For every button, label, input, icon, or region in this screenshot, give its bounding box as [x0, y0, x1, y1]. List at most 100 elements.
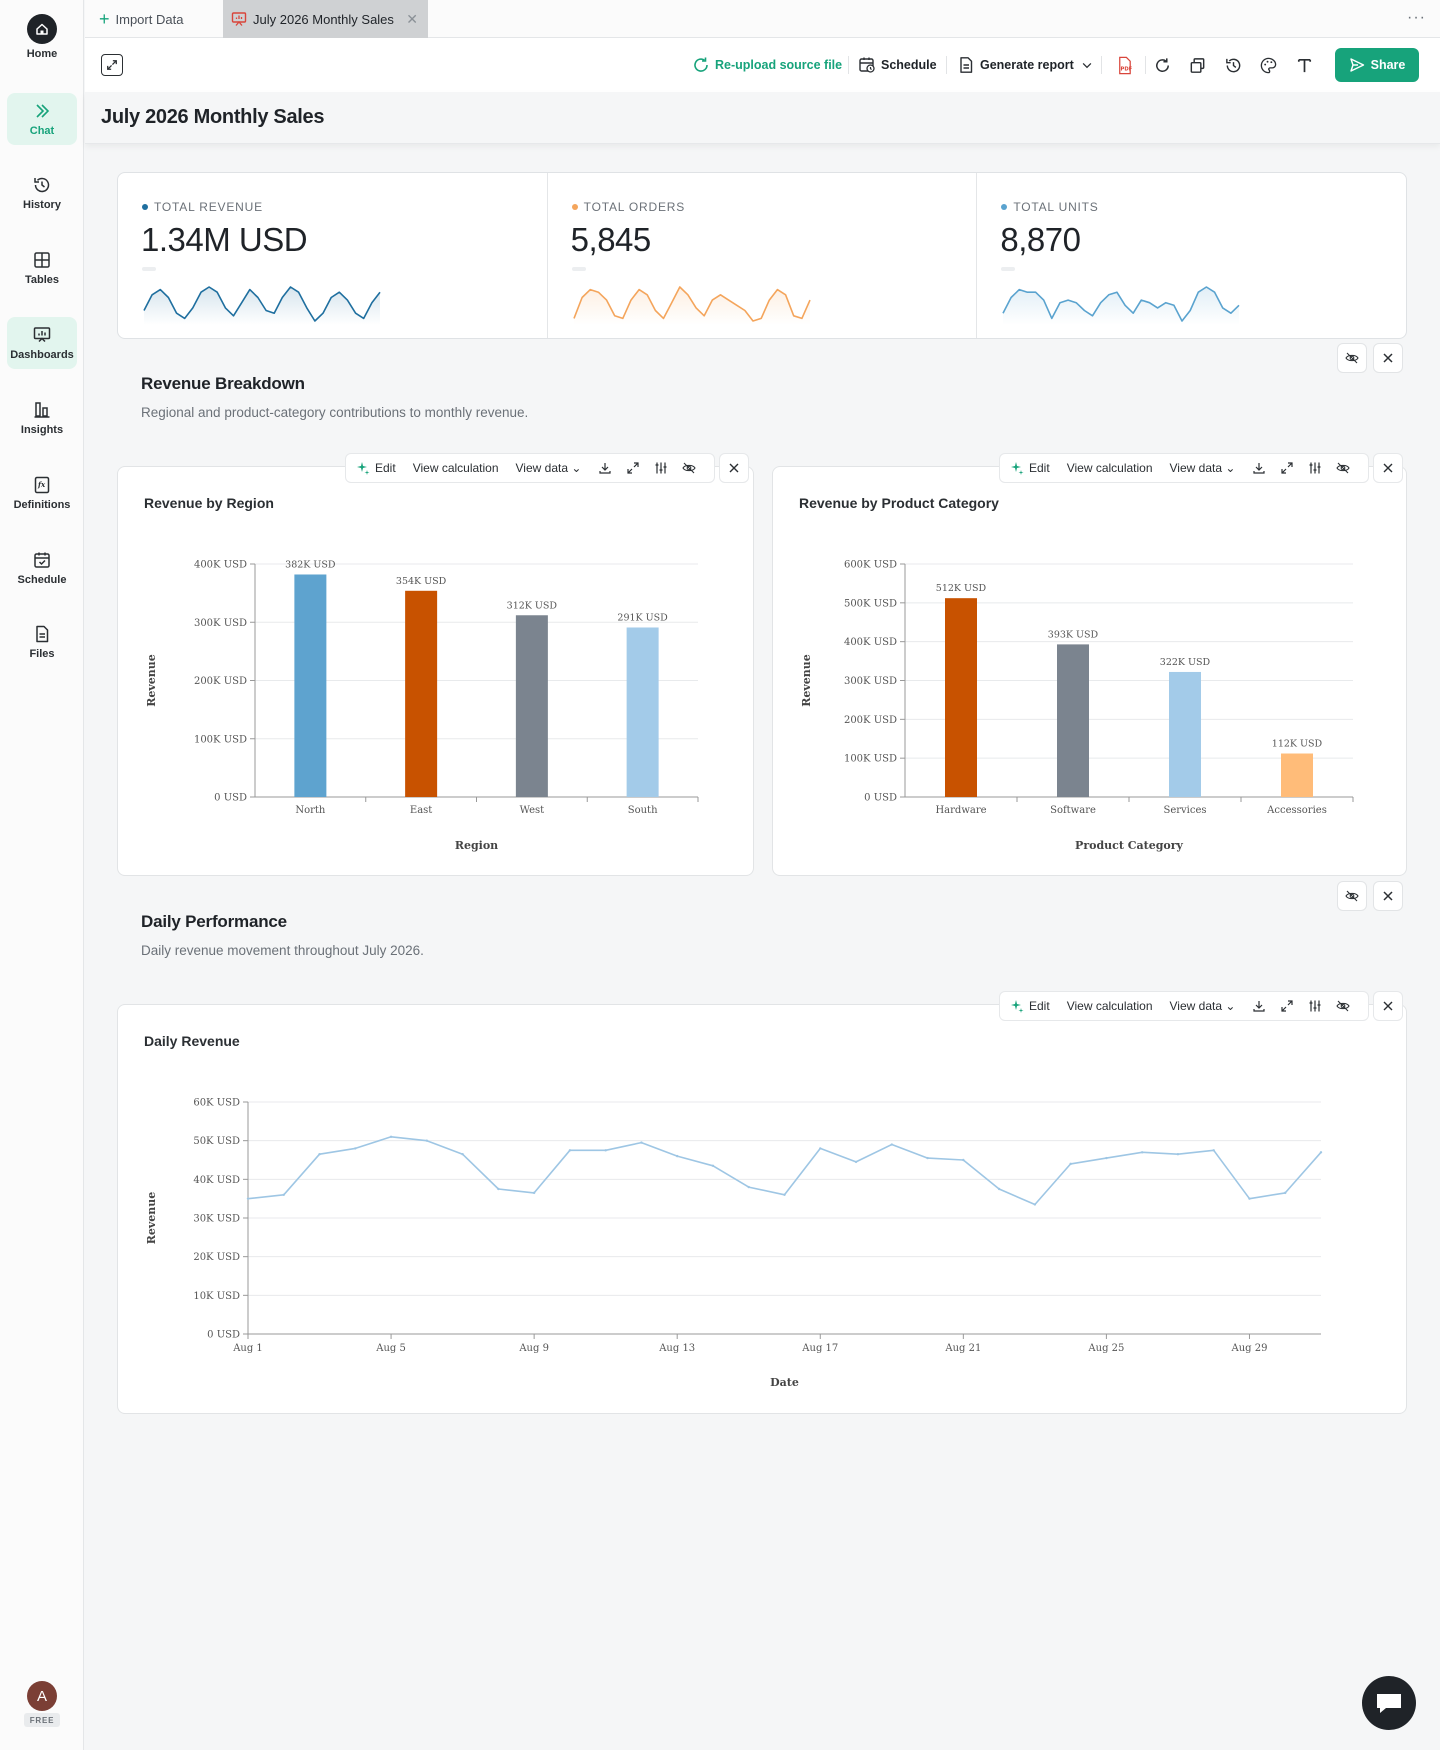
reupload-button[interactable]: Re-upload source file [692, 55, 842, 75]
data-point [1284, 1191, 1287, 1195]
kpi-delta-placeholder [1001, 267, 1016, 271]
data-point [854, 1160, 858, 1164]
bar [1057, 644, 1089, 797]
sidebar-item-tables[interactable]: Tables [7, 243, 77, 293]
x-axis-title: Region [455, 839, 498, 852]
sidebar-item-history[interactable]: History [7, 168, 77, 218]
duplicate-button[interactable] [1186, 54, 1208, 76]
edit-chart-button[interactable]: Edit [356, 461, 396, 475]
edit-chart-button[interactable]: Edit [1010, 461, 1050, 475]
sidebar-item-home[interactable]: Home [7, 12, 77, 62]
kpi-dot [571, 204, 578, 210]
share-button[interactable]: Share [1335, 48, 1419, 82]
avatar[interactable]: A [27, 1681, 57, 1711]
kpi-label: TOTAL REVENUE [142, 200, 263, 214]
view-calculation-button[interactable]: View calculation [1066, 461, 1153, 475]
view-data-button[interactable]: View data ⌄ [1169, 999, 1236, 1013]
theme-button[interactable] [1257, 54, 1279, 76]
maximize-icon[interactable] [1280, 999, 1294, 1013]
sliders-icon[interactable] [654, 461, 668, 475]
close-icon [1383, 891, 1393, 901]
x-tick-label: West [520, 805, 545, 816]
sidebar-item-definitions[interactable]: fx Definitions [7, 468, 77, 518]
sidebar-item-dashboards[interactable]: Dashboards [7, 317, 77, 369]
bar-chart-icon [34, 402, 50, 418]
data-point [962, 1158, 965, 1162]
y-tick-label: 100K USD [844, 754, 897, 765]
close-icon [1383, 353, 1393, 363]
x-tick-label: Hardware [935, 805, 986, 816]
line-chart: 0 USD 10K USD 20K USD 30K USD 40K USD 50K USD… [145, 1098, 1323, 1389]
kpi-total-revenue: TOTAL REVENUE 1.34M USD [118, 173, 548, 338]
sliders-icon[interactable] [1308, 999, 1322, 1013]
chevron-down-icon [1082, 63, 1092, 69]
y-tick-label: 200K USD [844, 715, 897, 726]
y-axis-title: Revenue [145, 654, 158, 707]
text-button[interactable] [1293, 54, 1315, 76]
eye-off-icon[interactable] [1336, 999, 1351, 1013]
remove-section-button[interactable] [1373, 881, 1403, 911]
sidebar-item-schedule[interactable]: Schedule [7, 543, 77, 593]
data-label: 112K USD [1272, 739, 1323, 750]
sliders-icon[interactable] [1308, 461, 1322, 475]
remove-section-button[interactable] [1373, 343, 1403, 373]
download-icon[interactable] [598, 461, 612, 475]
sparkline-line [143, 286, 381, 322]
x-tick-label: Accessories [1266, 805, 1327, 816]
data-label: 393K USD [1048, 629, 1099, 640]
view-calculation-button[interactable]: View calculation [412, 461, 499, 475]
y-tick-label: 300K USD [844, 676, 897, 687]
x-tick-label: Software [1050, 805, 1096, 816]
data-point [890, 1143, 893, 1146]
maximize-icon[interactable] [626, 461, 640, 475]
sidebar-item-chat[interactable]: Chat [7, 93, 77, 145]
more-options-icon[interactable]: ··· [1407, 9, 1426, 26]
y-tick-label: 200K USD [194, 676, 247, 687]
schedule-button[interactable]: Schedule [858, 55, 937, 75]
view-calculation-button[interactable]: View calculation [1066, 999, 1153, 1013]
generate-report-button[interactable]: Generate report [957, 55, 1099, 75]
download-icon[interactable] [1252, 999, 1266, 1013]
x-tick-label: Aug 1 [232, 1343, 263, 1354]
hide-section-button[interactable] [1337, 881, 1367, 911]
eye-off-icon[interactable] [1336, 461, 1351, 475]
x-tick-label: Aug 13 [658, 1343, 695, 1354]
y-tick-label: 0 USD [864, 793, 897, 804]
hide-section-button[interactable] [1337, 343, 1367, 373]
close-tab-icon[interactable]: ✕ [406, 10, 418, 27]
view-data-button[interactable]: View data ⌄ [515, 461, 582, 475]
download-icon[interactable] [1252, 461, 1266, 475]
title-bar: July 2026 Monthly Sales [85, 92, 1440, 144]
maximize-icon[interactable] [1280, 461, 1294, 475]
data-point [1248, 1197, 1251, 1200]
tab-dashboard[interactable]: July 2026 Monthly Sales ✕ [223, 0, 428, 38]
tab-import-data[interactable]: + Import Data [99, 0, 183, 38]
x-tick-label: Aug 21 [944, 1343, 981, 1354]
expand-icon [107, 60, 117, 70]
remove-chart-button[interactable] [1373, 453, 1403, 483]
dashboard-toolbar: Re-upload source file Schedule Generate … [85, 38, 1440, 92]
sidebar-item-files[interactable]: Files [7, 617, 77, 667]
eye-off-icon[interactable] [682, 461, 697, 475]
x-tick-label: South [628, 805, 658, 816]
sidebar-item-label: Chat [29, 125, 55, 137]
refresh-button[interactable] [1151, 54, 1173, 76]
x-tick-label: Aug 25 [1087, 1343, 1124, 1354]
refresh-icon [694, 57, 708, 72]
sidebar-item-insights[interactable]: Insights [7, 393, 77, 443]
data-point [926, 1156, 929, 1160]
page-title: July 2026 Monthly Sales [101, 106, 325, 128]
data-point [1033, 1203, 1037, 1206]
toolbar-divider [946, 56, 947, 74]
support-chat-button[interactable] [1362, 1676, 1416, 1730]
y-tick-label: 400K USD [194, 560, 247, 571]
expand-button[interactable] [101, 54, 123, 76]
x-tick-label: East [410, 805, 432, 816]
remove-chart-button[interactable] [719, 453, 749, 483]
remove-chart-button[interactable] [1373, 991, 1403, 1021]
edit-chart-button[interactable]: Edit [1010, 999, 1050, 1013]
export-pdf-button[interactable]: PDF [1113, 54, 1135, 76]
view-data-button[interactable]: View data ⌄ [1169, 461, 1236, 475]
close-icon [1383, 1001, 1393, 1011]
version-history-button[interactable] [1222, 54, 1244, 76]
